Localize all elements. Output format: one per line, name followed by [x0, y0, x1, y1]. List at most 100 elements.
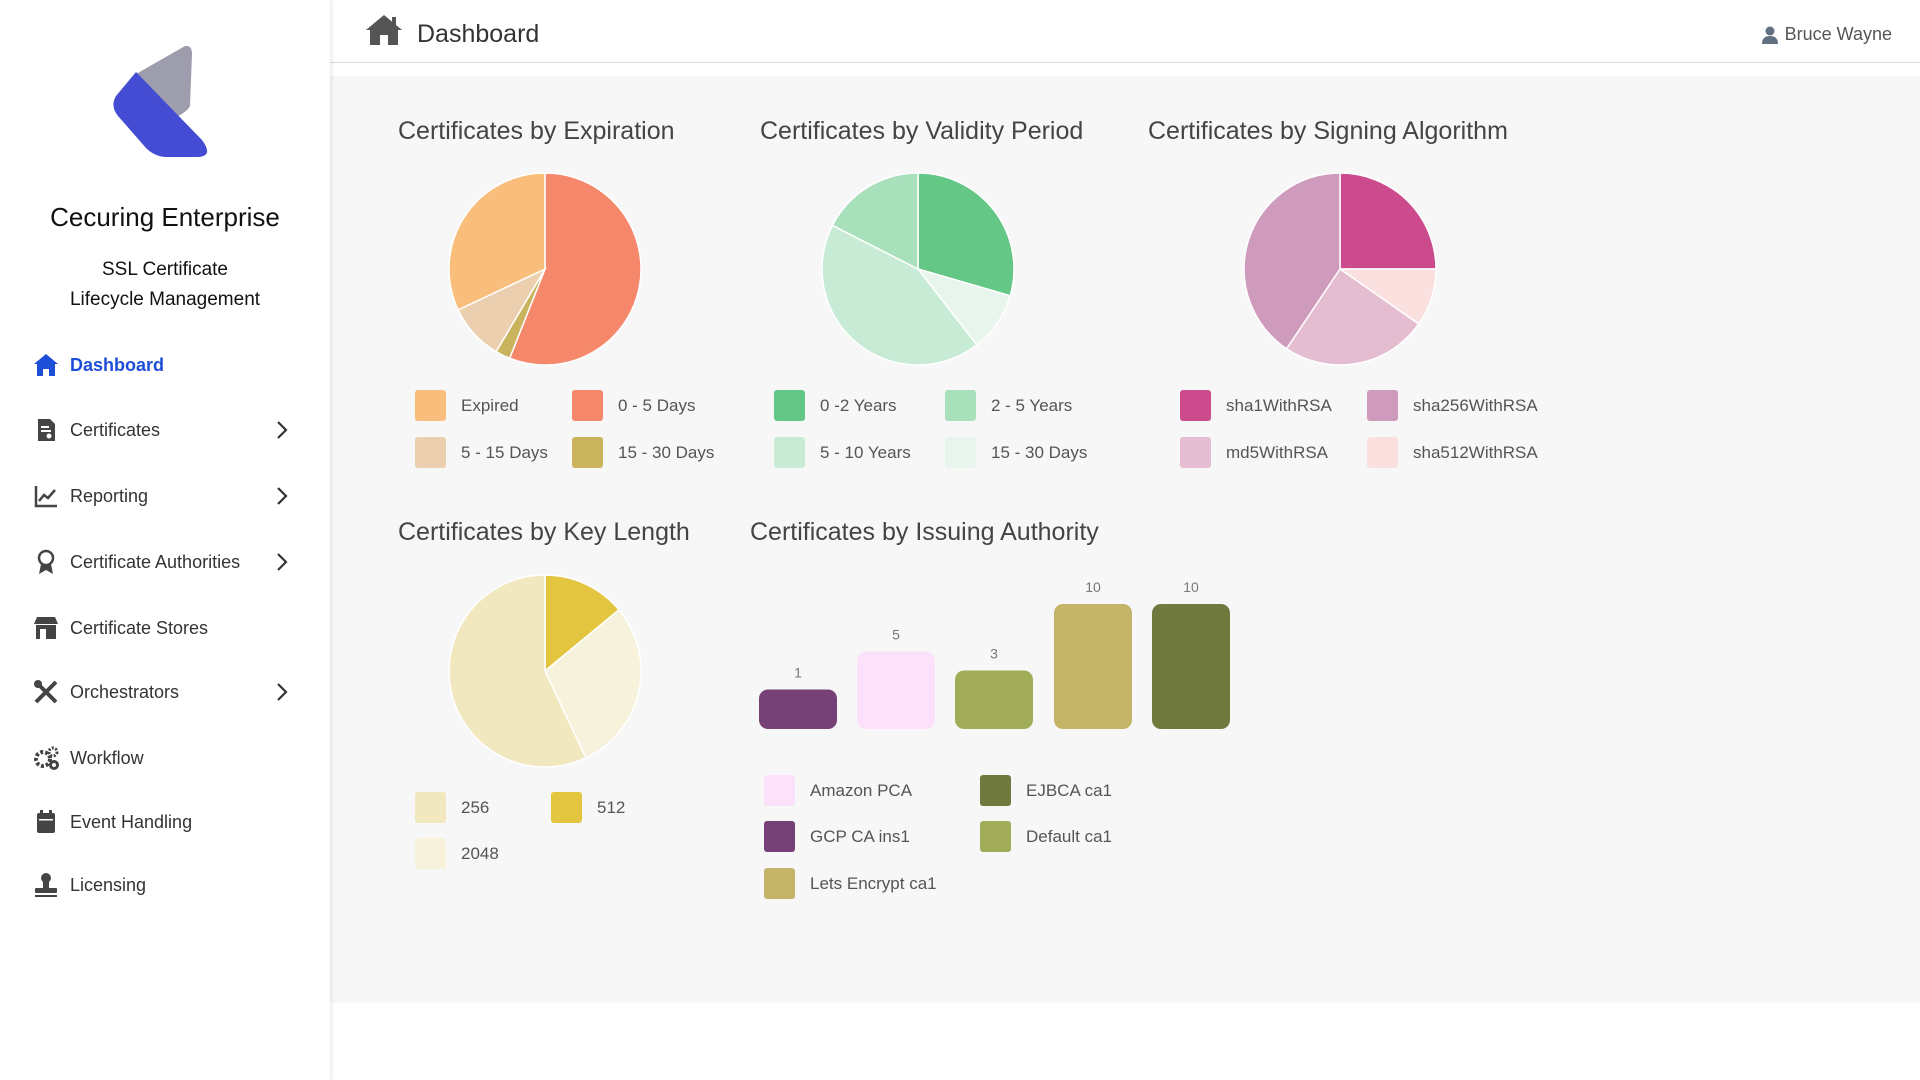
- sidebar-item-licensing[interactable]: Licensing: [0, 863, 330, 907]
- legend-item[interactable]: 256: [415, 792, 489, 823]
- legend-swatch: [1180, 437, 1211, 468]
- legend-label: 5 - 10 Years: [820, 442, 911, 462]
- legend-label: Expired: [461, 395, 519, 415]
- legend-item[interactable]: EJBCA ca1: [980, 775, 1112, 806]
- legend-swatch: [945, 390, 976, 421]
- home-icon: [34, 354, 58, 376]
- chart-title: Certificates by Expiration: [398, 117, 675, 145]
- legend-label: sha512WithRSA: [1413, 442, 1538, 462]
- legend-item[interactable]: sha1WithRSA: [1180, 390, 1332, 421]
- legend-label: 5 - 15 Days: [461, 442, 548, 462]
- sidebar-item-certificates[interactable]: Certificates: [0, 408, 330, 452]
- subtitle-line: SSL Certificate: [101, 259, 228, 280]
- sidebar-item-label: Certificates: [70, 419, 161, 440]
- legend-item[interactable]: md5WithRSA: [1180, 437, 1328, 468]
- sidebar: Cecuring Enterprise SSL Certificate Lifec…: [0, 0, 330, 1080]
- sidebar-item-certificate-authorities[interactable]: Certificate Authorities: [0, 540, 330, 584]
- legend-label: 0 -2 Years: [820, 395, 897, 415]
- legend-swatch: [1180, 390, 1211, 421]
- sidebar-item-label: Workflow: [70, 747, 144, 768]
- chevron-right-icon[interactable]: [272, 420, 292, 440]
- page-title: Dashboard: [417, 20, 540, 48]
- legend-swatch: [764, 868, 795, 899]
- legend-swatch: [945, 437, 976, 468]
- logo-icon: [113, 46, 208, 157]
- legend-label: Amazon PCA: [810, 780, 913, 800]
- legend-swatch: [415, 390, 446, 421]
- legend-swatch: [774, 437, 805, 468]
- legend-item[interactable]: 2 - 5 Years: [945, 390, 1072, 421]
- legend-swatch: [572, 437, 603, 468]
- user-menu[interactable]: Bruce Wayne: [1761, 24, 1892, 45]
- chart-title: Certificates by Validity Period: [760, 117, 1084, 145]
- legend-swatch: [572, 390, 603, 421]
- legend-swatch: [415, 838, 446, 869]
- legend-item[interactable]: Lets Encrypt ca1: [764, 868, 937, 899]
- legend-item[interactable]: 5 - 10 Years: [774, 437, 911, 468]
- legend-swatch: [764, 775, 795, 806]
- legend-label: Lets Encrypt ca1: [810, 873, 937, 893]
- sidebar-item-label: Event Handling: [70, 811, 193, 832]
- legend-item[interactable]: 15 - 30 Days: [945, 437, 1087, 468]
- legend-swatch: [1367, 437, 1398, 468]
- chart-title: Certificates by Issuing Authority: [750, 518, 1099, 546]
- legend-swatch: [764, 821, 795, 852]
- legend-label: EJBCA ca1: [1026, 780, 1112, 800]
- chevron-right-icon[interactable]: [272, 486, 292, 506]
- legend-swatch: [551, 792, 582, 823]
- legend-item[interactable]: GCP CA ins1: [764, 821, 910, 852]
- chevron-right-icon[interactable]: [272, 682, 292, 702]
- legend-item[interactable]: sha512WithRSA: [1367, 437, 1538, 468]
- line-chart-icon: [34, 486, 57, 508]
- legend-item[interactable]: sha256WithRSA: [1367, 390, 1538, 421]
- legend-label: 15 - 30 Days: [991, 442, 1088, 462]
- sidebar-item-event-handling[interactable]: Event Handling: [0, 800, 330, 844]
- user-name: Bruce Wayne: [1784, 24, 1892, 44]
- chevron-right-icon[interactable]: [272, 552, 292, 572]
- legend-label: sha1WithRSA: [1226, 395, 1332, 415]
- legend-label: 2 - 5 Years: [991, 395, 1073, 415]
- legend-item[interactable]: Default ca1: [980, 821, 1112, 852]
- legend-label: 15 - 30 Days: [618, 442, 715, 462]
- sidebar-item-workflow[interactable]: Workflow: [0, 736, 330, 780]
- sidebar-item-label: Certificate Authorities: [70, 551, 241, 572]
- sidebar-item-reporting[interactable]: Reporting: [0, 474, 330, 518]
- legend-item[interactable]: 15 - 30 Days: [572, 437, 714, 468]
- legend-label: 0 - 5 Days: [618, 395, 696, 415]
- gears-icon: [34, 746, 59, 770]
- sidebar-item-label: Reporting: [70, 485, 149, 506]
- brand-subtitle: SSL Certificate Lifecycle Management: [0, 255, 330, 315]
- legend-item[interactable]: Amazon PCA: [764, 775, 912, 806]
- legend-item[interactable]: 5 - 15 Days: [415, 437, 548, 468]
- sidebar-item-certificate-stores[interactable]: Certificate Stores: [0, 606, 330, 650]
- sidebar-item-orchestrators[interactable]: Orchestrators: [0, 670, 330, 714]
- legend-label: md5WithRSA: [1226, 442, 1329, 462]
- top-bar: Dashboard Bruce Wayne: [330, 0, 1920, 63]
- legend-swatch: [774, 390, 805, 421]
- legend-item[interactable]: 0 -2 Years: [774, 390, 897, 421]
- legend-swatch: [1367, 390, 1398, 421]
- tools-icon: [34, 680, 58, 704]
- stamp-icon: [35, 873, 57, 897]
- legend-swatch: [980, 775, 1011, 806]
- sidebar-item-label: Dashboard: [70, 354, 165, 375]
- legend-label: Default ca1: [1026, 826, 1112, 846]
- legend-label: 256: [461, 797, 490, 817]
- legend-swatch: [415, 792, 446, 823]
- brand-name: Cecuring Enterprise: [50, 202, 280, 232]
- chart-title: Certificates by Signing Algorithm: [1148, 117, 1508, 145]
- award-icon: [37, 549, 55, 574]
- legend-label: sha256WithRSA: [1413, 395, 1538, 415]
- legend-item[interactable]: Expired: [415, 390, 519, 421]
- legend-swatch: [980, 821, 1011, 852]
- legend-item[interactable]: 512: [551, 792, 625, 823]
- legend-item[interactable]: 0 - 5 Days: [572, 390, 695, 421]
- legend-label: 512: [597, 797, 626, 817]
- sidebar-item-dashboard[interactable]: Dashboard: [0, 343, 330, 387]
- calendar-icon: [37, 810, 55, 833]
- legend-label: 2048: [461, 843, 499, 863]
- sidebar-item-label: Licensing: [70, 874, 147, 895]
- user-icon: [1761, 26, 1778, 44]
- legend-item[interactable]: 2048: [415, 838, 499, 869]
